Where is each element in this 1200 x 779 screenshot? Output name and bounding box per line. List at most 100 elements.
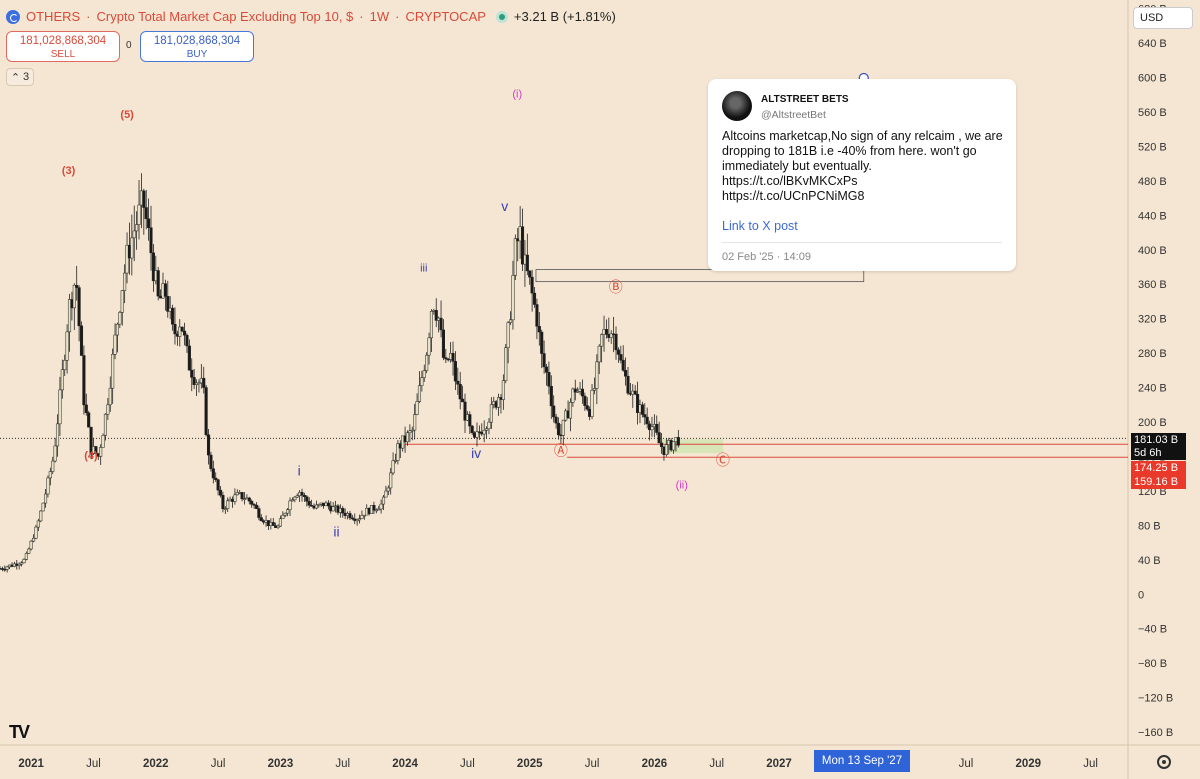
wave-label: (i) [512,88,522,100]
candle-body [595,361,599,389]
candle-body [185,334,189,347]
candle-body [51,460,55,472]
indicator-count: 3 [23,71,30,83]
symbol-description: Crypto Total Market Cap Excluding Top 10… [96,9,354,24]
candle-body [408,430,412,434]
candle-body [530,276,534,294]
x-tick-label: Jul [709,758,724,770]
buy-button[interactable]: 181,028,868,304 BUY [140,31,254,62]
y-tick-label: 480 B [1138,176,1167,188]
candle-body [290,499,294,502]
candle-body [307,501,311,506]
candle-body [568,402,573,419]
candle-body [235,492,239,496]
candle-body [123,272,127,291]
candle-body [250,500,254,505]
candle-body [271,522,275,526]
candle-body [393,460,398,462]
candle-body [458,383,462,400]
wave-label: (5) [120,109,134,121]
candle-body [657,432,661,444]
indicators-toggle-button[interactable]: ⌃ 3 [6,68,34,86]
candle-body [180,326,184,332]
candle-body [48,471,52,479]
candle-body [542,353,546,368]
candle-body [331,506,335,512]
candle-body [27,548,31,554]
candle-body [278,518,282,527]
level-159-tag: 159.16 B [1131,475,1186,489]
candle-body [444,357,448,360]
candle-body [197,382,201,385]
candle-body [590,389,594,417]
x-tick-label: Jul [1083,758,1098,770]
candle-body [60,369,64,391]
candle-body [506,322,510,348]
candle-body [34,526,38,539]
candle-body [451,353,455,362]
y-tick-label: 360 B [1138,279,1167,291]
tweet-link[interactable]: Link to X post [722,219,798,233]
candle-body [125,244,129,274]
symbol-header[interactable]: OTHERS · Crypto Total Market Cap Excludi… [6,9,616,24]
candle-body [425,354,429,371]
sell-button[interactable]: 181,028,868,304 SELL [6,31,120,62]
candle-body [106,404,110,415]
tweet-card: ALTSTREET BETS @AltstreetBet Altcoins ma… [708,79,1016,271]
candle-body [209,454,213,469]
gear-icon[interactable] [1157,755,1171,769]
tradingview-logo[interactable]: TV [9,722,30,742]
candle-body [456,380,460,385]
candle-body [233,494,237,502]
candle-body [379,503,383,510]
candle-body [39,510,43,522]
y-tick-label: 520 B [1138,141,1167,153]
candle-body [616,349,620,355]
candle-body [317,504,321,506]
candle-body [660,442,664,448]
candle-body [163,283,167,297]
buy-label: BUY [186,49,208,60]
candle-body [67,299,72,333]
candle-body [240,492,244,500]
candle-body [221,495,225,510]
candle-body [36,520,40,528]
avatar [722,91,752,121]
candle-body [211,468,215,479]
currency-select[interactable]: USD [1133,7,1193,29]
wave-label: iii [420,262,427,274]
candle-body [326,502,330,507]
candle-body [108,387,112,406]
candle-body [561,419,565,436]
candle-body [415,401,419,415]
candle-body [485,428,489,431]
candle-body [520,226,525,265]
wave-label: (ii) [676,479,688,491]
candle-body [547,372,551,387]
candle-body [202,377,206,388]
candle-body [142,190,146,208]
candle-body [214,477,218,480]
candle-body [305,496,309,502]
candle-body [341,508,345,514]
x-tick-label: Jul [460,758,475,770]
candle-body [600,334,604,347]
candle-body [288,500,292,510]
candle-body [487,421,491,430]
candle-body [528,270,532,278]
candle-body [475,431,479,438]
candle-body [286,509,290,514]
x-tick-label: Jul [211,758,226,770]
symbol-logo-icon [6,9,20,24]
candle-body [468,414,472,427]
buy-price: 181,028,868,304 [153,35,241,47]
candle-body [439,317,443,331]
candle-body [204,387,208,436]
candle-body [41,502,45,512]
candle-body [676,437,680,446]
candle-body [537,326,541,333]
candle-body [355,519,359,522]
candle-body [583,395,587,406]
candle-body [171,307,175,325]
